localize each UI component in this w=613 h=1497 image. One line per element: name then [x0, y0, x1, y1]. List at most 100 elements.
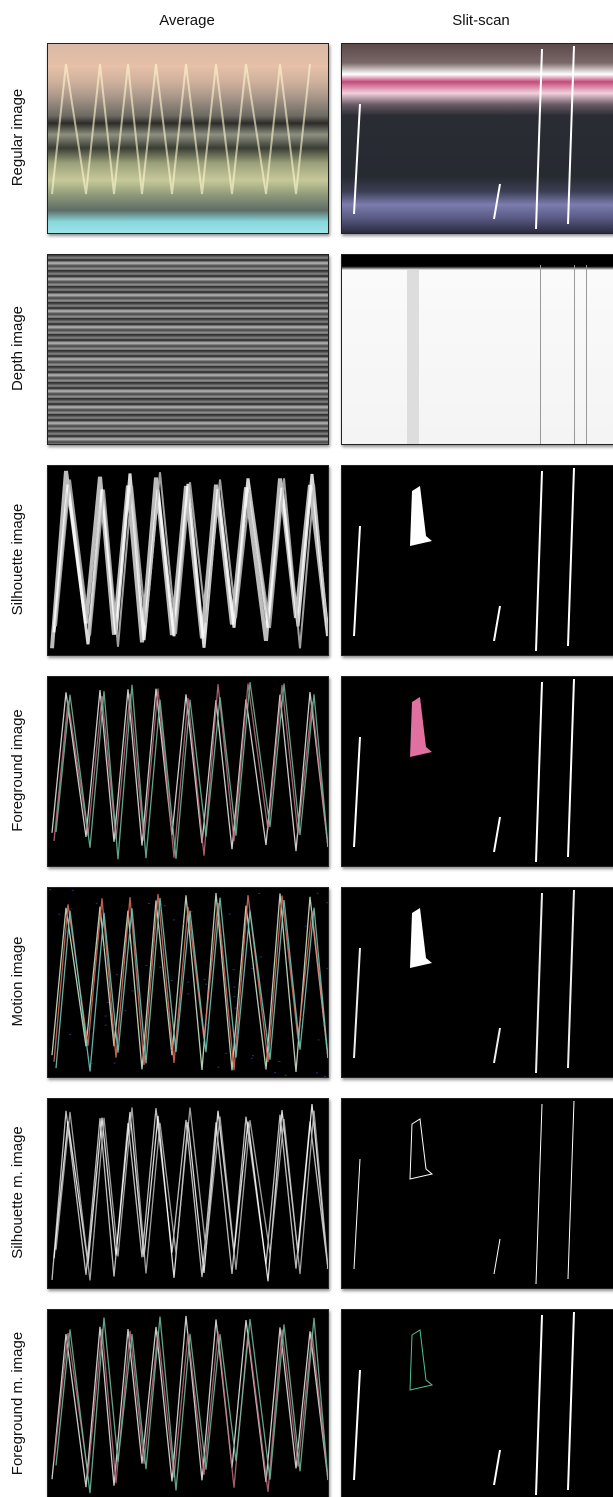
- noise: [302, 1016, 305, 1018]
- figure-blob: [410, 697, 432, 757]
- image-panel: [47, 1309, 329, 1497]
- image-panel: [47, 254, 329, 445]
- image-panel: [341, 254, 613, 445]
- row-label: Regular image: [9, 88, 26, 187]
- noise: [203, 978, 206, 980]
- silhouette-trace: [51, 893, 328, 1072]
- silhouette-trace: [50, 470, 328, 649]
- noise: [182, 923, 185, 925]
- streak: [567, 889, 575, 1069]
- noise: [49, 889, 52, 891]
- noise: [71, 889, 74, 891]
- silhouette-trace: [53, 893, 328, 1071]
- noise: [69, 1034, 72, 1036]
- silhouette-trace: [55, 1316, 328, 1494]
- trace: [51, 63, 311, 195]
- image-panel: [341, 676, 613, 867]
- image-content: [353, 678, 575, 863]
- silhouette-trace: [51, 1108, 328, 1280]
- image-content: [51, 1315, 328, 1494]
- row-label: Foreground image: [9, 709, 26, 832]
- streak: [353, 525, 361, 637]
- depth-line: [574, 265, 575, 444]
- streak: [353, 1369, 361, 1481]
- silhouette-trace: [55, 897, 328, 1072]
- noise: [317, 1039, 320, 1041]
- row-label: Foreground m. image: [9, 1331, 26, 1476]
- noise: [251, 967, 254, 969]
- noise: [278, 1061, 281, 1063]
- noise: [163, 947, 166, 949]
- noise: [316, 892, 319, 894]
- silhouette-trace: [51, 688, 328, 852]
- row-label: Silhouette image: [9, 503, 26, 616]
- noise: [163, 905, 166, 907]
- noise: [274, 1072, 277, 1074]
- image-panel: [341, 887, 613, 1078]
- image-panel: [47, 887, 329, 1078]
- silhouette-trace: [51, 1315, 328, 1488]
- image-panel: [341, 43, 613, 234]
- depth-line: [586, 265, 587, 444]
- streak: [567, 45, 575, 225]
- noise: [65, 931, 68, 933]
- image-panel: [47, 465, 329, 656]
- image-content: [50, 470, 328, 649]
- noise: [148, 902, 151, 904]
- noise: [103, 946, 106, 948]
- noise: [113, 1062, 116, 1064]
- noise: [170, 980, 173, 982]
- noise: [116, 974, 119, 976]
- noise: [232, 969, 235, 971]
- streak: [567, 1311, 575, 1491]
- streak: [535, 1314, 543, 1496]
- figure-blob: [409, 1118, 434, 1180]
- streak: [567, 467, 575, 647]
- streak: [493, 183, 501, 220]
- noise: [234, 1007, 237, 1009]
- silhouette-trace: [55, 682, 328, 860]
- noise: [265, 1032, 268, 1034]
- noise: [70, 908, 73, 910]
- noise: [187, 981, 190, 983]
- noise: [326, 967, 328, 969]
- noise: [217, 1066, 220, 1068]
- streak: [353, 736, 361, 848]
- noise: [129, 932, 132, 934]
- noise: [252, 1055, 255, 1057]
- noise: [233, 986, 236, 988]
- streak: [353, 103, 361, 215]
- noise: [206, 1024, 209, 1026]
- streak: [353, 1158, 361, 1270]
- streak: [493, 1238, 501, 1275]
- noise: [104, 1024, 107, 1026]
- streak: [535, 470, 543, 652]
- image-content: [49, 889, 328, 1077]
- row-label: Motion image: [9, 936, 26, 1027]
- noise: [228, 913, 231, 915]
- noise: [159, 966, 162, 968]
- silhouette-trace: [53, 683, 328, 858]
- image-panel: [341, 1309, 613, 1497]
- figure-blob: [409, 1329, 434, 1391]
- streak: [535, 48, 543, 230]
- noise: [187, 993, 190, 995]
- noise: [263, 1066, 266, 1068]
- noise: [95, 902, 98, 904]
- image-content: [353, 1100, 575, 1285]
- streak: [493, 1449, 501, 1486]
- silhouette-trace: [52, 473, 328, 648]
- silhouette-trace: [53, 1328, 328, 1492]
- image-content: [353, 45, 575, 230]
- image-content: [51, 682, 328, 860]
- image-panel: [47, 676, 329, 867]
- image-content: [353, 889, 575, 1074]
- noise: [106, 1001, 109, 1003]
- silhouette-trace: [53, 1103, 328, 1282]
- column-header: Average: [159, 12, 215, 29]
- noise: [233, 996, 236, 998]
- noise: [284, 1074, 287, 1076]
- image-content: [51, 1103, 328, 1282]
- noise: [323, 1075, 326, 1077]
